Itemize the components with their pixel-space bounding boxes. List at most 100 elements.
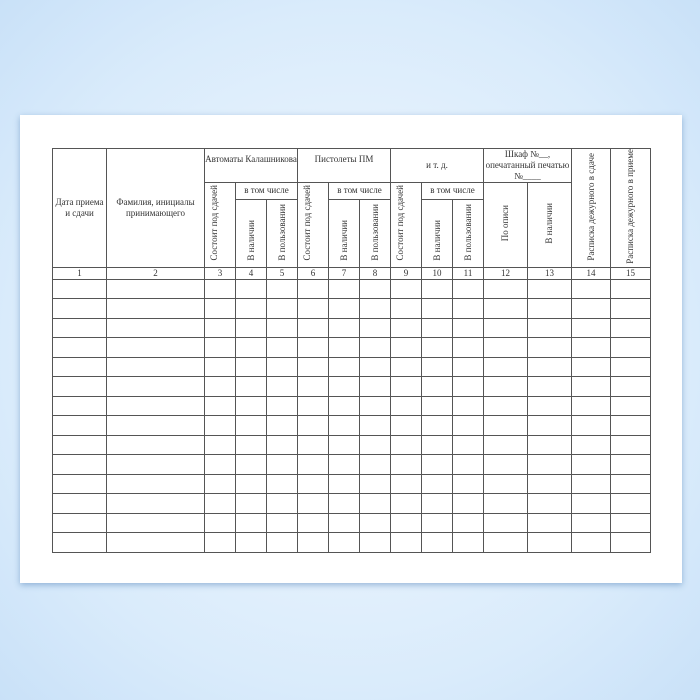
table-cell[interactable]: [204, 532, 236, 553]
table-cell[interactable]: [390, 356, 422, 378]
table-cell[interactable]: [297, 532, 329, 553]
table-cell[interactable]: [297, 356, 329, 378]
table-cell[interactable]: [359, 512, 391, 534]
table-cell[interactable]: [610, 512, 651, 534]
table-cell[interactable]: [610, 532, 651, 553]
table-cell[interactable]: [527, 434, 572, 456]
table-cell[interactable]: [52, 493, 107, 514]
table-cell[interactable]: [204, 415, 236, 436]
table-cell[interactable]: [452, 298, 484, 319]
table-cell[interactable]: [359, 337, 391, 358]
table-cell[interactable]: [571, 278, 611, 300]
table-cell[interactable]: [359, 376, 391, 397]
table-cell[interactable]: [235, 395, 267, 417]
table-cell[interactable]: [359, 473, 391, 495]
table-cell[interactable]: [452, 317, 484, 339]
table-cell[interactable]: [483, 298, 528, 319]
table-cell[interactable]: [266, 337, 298, 358]
table-cell[interactable]: [610, 298, 651, 319]
table-cell[interactable]: [527, 298, 572, 319]
table-cell[interactable]: [390, 317, 422, 339]
table-cell[interactable]: [390, 337, 422, 358]
table-cell[interactable]: [106, 317, 205, 339]
table-cell[interactable]: [204, 278, 236, 300]
table-cell[interactable]: [610, 317, 651, 339]
table-cell[interactable]: [52, 434, 107, 456]
table-cell[interactable]: [527, 356, 572, 378]
table-cell[interactable]: [359, 317, 391, 339]
table-cell[interactable]: [527, 512, 572, 534]
table-cell[interactable]: [390, 532, 422, 553]
table-cell[interactable]: [328, 512, 360, 534]
table-cell[interactable]: [106, 532, 205, 553]
table-cell[interactable]: [266, 454, 298, 475]
table-cell[interactable]: [610, 278, 651, 300]
table-cell[interactable]: [421, 493, 453, 514]
table-cell[interactable]: [235, 454, 267, 475]
table-cell[interactable]: [359, 356, 391, 378]
table-cell[interactable]: [297, 454, 329, 475]
table-cell[interactable]: [52, 395, 107, 417]
table-cell[interactable]: [610, 415, 651, 436]
table-cell[interactable]: [421, 376, 453, 397]
table-cell[interactable]: [266, 512, 298, 534]
table-cell[interactable]: [421, 434, 453, 456]
table-cell[interactable]: [235, 376, 267, 397]
table-cell[interactable]: [328, 434, 360, 456]
table-cell[interactable]: [204, 454, 236, 475]
table-cell[interactable]: [235, 356, 267, 378]
table-cell[interactable]: [328, 415, 360, 436]
table-cell[interactable]: [204, 493, 236, 514]
table-cell[interactable]: [297, 278, 329, 300]
table-cell[interactable]: [359, 278, 391, 300]
table-cell[interactable]: [235, 434, 267, 456]
table-cell[interactable]: [452, 278, 484, 300]
table-cell[interactable]: [421, 298, 453, 319]
table-cell[interactable]: [266, 356, 298, 378]
table-cell[interactable]: [266, 473, 298, 495]
table-cell[interactable]: [204, 356, 236, 378]
table-cell[interactable]: [452, 415, 484, 436]
table-cell[interactable]: [266, 532, 298, 553]
table-cell[interactable]: [421, 356, 453, 378]
table-cell[interactable]: [328, 337, 360, 358]
table-cell[interactable]: [421, 337, 453, 358]
table-cell[interactable]: [390, 395, 422, 417]
table-cell[interactable]: [235, 532, 267, 553]
table-cell[interactable]: [610, 356, 651, 378]
table-cell[interactable]: [483, 278, 528, 300]
table-cell[interactable]: [52, 337, 107, 358]
table-cell[interactable]: [571, 454, 611, 475]
table-cell[interactable]: [328, 473, 360, 495]
table-cell[interactable]: [452, 376, 484, 397]
table-cell[interactable]: [204, 298, 236, 319]
table-cell[interactable]: [52, 512, 107, 534]
table-cell[interactable]: [452, 532, 484, 553]
table-cell[interactable]: [452, 356, 484, 378]
table-cell[interactable]: [452, 493, 484, 514]
table-cell[interactable]: [204, 434, 236, 456]
table-cell[interactable]: [359, 415, 391, 436]
table-cell[interactable]: [266, 415, 298, 436]
table-cell[interactable]: [421, 317, 453, 339]
table-cell[interactable]: [452, 512, 484, 534]
table-cell[interactable]: [266, 278, 298, 300]
table-cell[interactable]: [297, 337, 329, 358]
table-cell[interactable]: [390, 298, 422, 319]
table-cell[interactable]: [610, 473, 651, 495]
table-cell[interactable]: [483, 434, 528, 456]
table-cell[interactable]: [390, 415, 422, 436]
table-cell[interactable]: [610, 454, 651, 475]
table-cell[interactable]: [390, 512, 422, 534]
table-cell[interactable]: [297, 376, 329, 397]
table-cell[interactable]: [571, 512, 611, 534]
table-cell[interactable]: [571, 317, 611, 339]
table-cell[interactable]: [106, 493, 205, 514]
table-cell[interactable]: [571, 434, 611, 456]
table-cell[interactable]: [527, 493, 572, 514]
table-cell[interactable]: [421, 415, 453, 436]
table-cell[interactable]: [52, 376, 107, 397]
table-cell[interactable]: [421, 454, 453, 475]
table-cell[interactable]: [52, 473, 107, 495]
table-cell[interactable]: [390, 434, 422, 456]
